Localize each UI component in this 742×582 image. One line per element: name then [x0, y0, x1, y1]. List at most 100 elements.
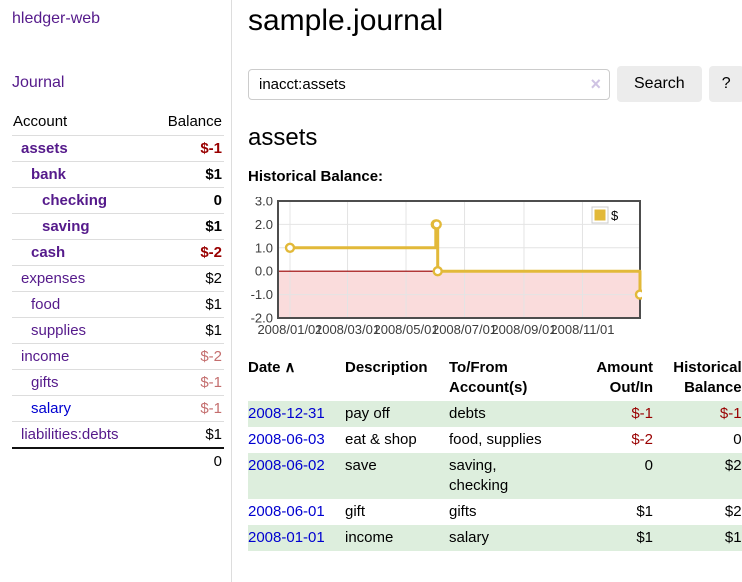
accounts-total-spacer — [12, 447, 151, 474]
account-heading: assets — [248, 124, 318, 151]
register-balance: $1 — [724, 529, 742, 546]
register-balance: $-1 — [719, 405, 742, 422]
chart-ytick-label: 2.0 — [255, 217, 273, 232]
register-col-amount: Amount Out/In — [596, 359, 653, 396]
account-row: assets $-1 — [12, 135, 224, 162]
account-balance: $-1 — [150, 135, 224, 162]
chart-xtick-label: 2008/11/01 — [550, 322, 614, 337]
register-amount: $-1 — [631, 405, 653, 422]
account-link[interactable]: cash — [31, 244, 66, 261]
chart-xtick-label: 2008/07/01 — [432, 322, 497, 337]
register-amount: $-2 — [631, 431, 653, 448]
chart-xtick-label: 2008/01/01 — [257, 322, 322, 337]
register-amount: $1 — [636, 529, 653, 546]
account-row: supplies $1 — [12, 317, 224, 344]
register-accounts: salary — [449, 529, 490, 546]
account-link[interactable]: supplies — [31, 322, 87, 339]
chart-data-marker — [431, 219, 442, 230]
register-accounts: food, supplies — [449, 431, 542, 448]
chart-ytick-label: -2.0 — [251, 311, 273, 326]
account-balance: $-2 — [150, 239, 224, 266]
chart-data-marker — [634, 289, 642, 300]
account-link[interactable]: saving — [42, 218, 90, 235]
chart-xtick-label: 2008/05/01 — [373, 322, 438, 337]
account-balance: 0 — [150, 187, 224, 214]
register-row: 2008-01-01 income salary $1 $1 — [248, 525, 742, 551]
account-balance: $1 — [150, 161, 224, 188]
accounts-col-account: Account — [12, 108, 151, 136]
register-description: pay off — [345, 405, 390, 422]
account-balance: $1 — [150, 317, 224, 344]
search-button[interactable]: Search — [617, 66, 702, 102]
chart-title: Historical Balance: — [248, 168, 384, 185]
sidebar: hledger-web Journal Account Balance asse… — [0, 0, 232, 582]
accounts-col-balance: Balance — [150, 108, 224, 136]
register-date-link[interactable]: 2008-06-03 — [248, 431, 325, 448]
register-row: 2008-06-02 save saving, checking 0 $2 — [248, 453, 742, 499]
register-date-link[interactable]: 2008-06-02 — [248, 457, 325, 474]
register-col-description: Description — [345, 359, 428, 376]
account-link[interactable]: food — [31, 296, 61, 313]
chart-ytick-label: 3.0 — [255, 197, 273, 209]
account-balance: $2 — [150, 265, 224, 292]
register-date-link[interactable]: 2008-01-01 — [248, 529, 325, 546]
register-col-date[interactable]: Date ∧ — [248, 359, 296, 376]
register-table: Date ∧ Description To/From Account(s) Amou… — [248, 355, 742, 551]
accounts-header-row: Account Balance — [12, 108, 224, 136]
chart-xtick-label: 2008/09/01 — [491, 322, 556, 337]
chart-ytick-label: 1.0 — [255, 240, 273, 255]
account-balance: $-1 — [150, 369, 224, 396]
search-box: × — [248, 68, 610, 100]
account-link[interactable]: income — [21, 348, 70, 365]
chart-ytick-label: -1.0 — [251, 287, 273, 302]
register-row: 2008-12-31 pay off debts $-1 $-1 — [248, 401, 742, 427]
register-header-row: Date ∧ Description To/From Account(s) Amou… — [248, 355, 742, 401]
historical-balance-chart: $3.0 2.0 1.0 0.0 -1.0 -2.0 2008/01/01 2008/03/0… — [248, 197, 742, 339]
register-description: eat & shop — [345, 431, 417, 448]
register-date-link[interactable]: 2008-12-31 — [248, 405, 325, 422]
account-link[interactable]: assets — [21, 140, 68, 157]
account-row: expenses $2 — [12, 265, 224, 292]
register-date-link[interactable]: 2008-06-01 — [248, 503, 325, 520]
account-row: saving $1 — [12, 213, 224, 240]
register-description: income — [345, 529, 394, 546]
account-link[interactable]: expenses — [21, 270, 86, 287]
search-input[interactable] — [248, 68, 610, 100]
legend-label: $ — [611, 208, 619, 223]
chart-ytick-label: 0.0 — [255, 264, 273, 279]
register-balance: 0 — [733, 431, 742, 448]
register-accounts: saving, checking — [449, 457, 509, 494]
account-row: income $-2 — [12, 343, 224, 370]
accounts-total-row: 0 — [12, 447, 224, 474]
account-row: salary $-1 — [12, 395, 224, 422]
search-form: × Search ? — [248, 66, 742, 102]
account-link[interactable]: bank — [31, 166, 67, 183]
brand-link[interactable]: hledger-web — [12, 10, 101, 27]
register-amount: $1 — [636, 503, 653, 520]
register-accounts: debts — [449, 405, 486, 422]
account-link[interactable]: checking — [42, 192, 108, 209]
account-balance: $-2 — [150, 343, 224, 370]
legend-color-swatch — [594, 209, 606, 221]
register-description: save — [345, 457, 377, 474]
account-link[interactable]: gifts — [31, 374, 59, 391]
account-link[interactable]: liabilities:debts — [21, 426, 119, 443]
account-row: gifts $-1 — [12, 369, 224, 396]
clear-search-icon[interactable]: × — [590, 73, 601, 94]
register-col-accounts: To/From Account(s) — [449, 359, 528, 396]
register-description: gift — [345, 503, 366, 520]
register-balance: $2 — [724, 457, 742, 474]
help-button[interactable]: ? — [708, 66, 742, 102]
register-row: 2008-06-01 gift gifts $1 $2 — [248, 499, 742, 525]
register-amount: 0 — [644, 457, 653, 474]
accounts-table: Account Balance assets $-1 bank $1 checking 0… — [12, 108, 224, 474]
sidebar-item-journal[interactable]: Journal — [12, 74, 65, 91]
register-col-balance: Historical Balance — [673, 359, 742, 396]
account-row: checking 0 — [12, 187, 224, 214]
chart-data-marker — [284, 242, 296, 253]
account-row: cash $-2 — [12, 239, 224, 266]
main-content: sample.journal × Search ? assets Histori… — [232, 0, 742, 582]
account-link[interactable]: salary — [31, 400, 72, 417]
register-accounts: gifts — [449, 503, 477, 520]
